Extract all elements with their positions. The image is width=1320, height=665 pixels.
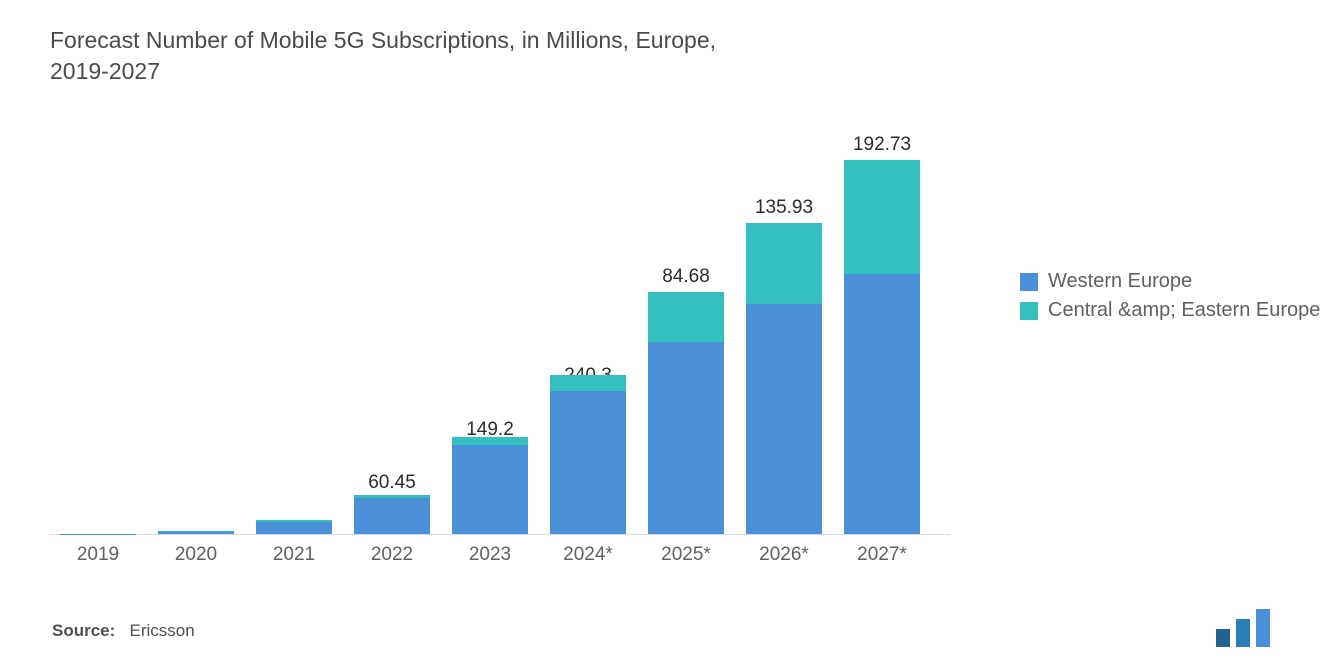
x-axis-label: 2020 bbox=[175, 544, 217, 566]
data-label: 192.73 bbox=[853, 134, 911, 156]
data-label: 84.68 bbox=[662, 266, 710, 288]
bar-group: 2020 bbox=[158, 531, 234, 534]
bar-group: 438.01192.732027* bbox=[844, 160, 920, 534]
bar-segment: 135.93 bbox=[746, 223, 822, 304]
chart-title: Forecast Number of Mobile 5G Subscriptio… bbox=[50, 25, 770, 87]
source-attribution: Source: Ericsson bbox=[52, 621, 195, 641]
x-axis-label: 2022 bbox=[371, 544, 413, 566]
source-text: Ericsson bbox=[130, 621, 195, 640]
logo-bar bbox=[1256, 609, 1270, 647]
bar-segment bbox=[452, 437, 528, 445]
legend: Western Europe Central &amp; Eastern Euro… bbox=[1020, 270, 1320, 328]
data-label: 60.45 bbox=[368, 472, 416, 494]
bar-group: 387.73135.932026* bbox=[746, 223, 822, 534]
logo-bar bbox=[1216, 629, 1230, 647]
legend-swatch bbox=[1020, 273, 1038, 291]
data-label: 135.93 bbox=[755, 197, 813, 219]
bar-segment: 84.68 bbox=[648, 292, 724, 342]
legend-item: Western Europe bbox=[1020, 270, 1320, 293]
logo-bar bbox=[1236, 619, 1250, 647]
x-axis-label: 2025* bbox=[661, 544, 711, 566]
x-axis-label: 2024* bbox=[563, 544, 613, 566]
legend-label: Western Europe bbox=[1048, 270, 1192, 293]
bar-segment: 192.73 bbox=[844, 160, 920, 274]
bar-group: 149.22023 bbox=[452, 437, 528, 534]
legend-swatch bbox=[1020, 302, 1038, 320]
x-axis-label: 2026* bbox=[759, 544, 809, 566]
bar-segment: 387.73 bbox=[746, 304, 822, 534]
bar-segment bbox=[158, 531, 234, 532]
x-axis-label: 2023 bbox=[469, 544, 511, 566]
brand-logo-icon bbox=[1216, 609, 1274, 647]
bar-segment bbox=[354, 495, 430, 499]
bar-segment: 323.53 bbox=[648, 342, 724, 534]
legend-label: Central &amp; Eastern Europe bbox=[1048, 299, 1320, 322]
bar-segment: 438.01 bbox=[844, 274, 920, 534]
x-axis-label: 2021 bbox=[273, 544, 315, 566]
bar-group: 240.32024* bbox=[550, 375, 626, 534]
bar-segment: 60.45 bbox=[354, 498, 430, 534]
source-label: Source: bbox=[52, 621, 115, 640]
plot-area: 20192020202160.452022149.22023240.32024*… bbox=[50, 155, 950, 535]
x-axis-label: 2019 bbox=[77, 544, 119, 566]
legend-item: Central &amp; Eastern Europe bbox=[1020, 299, 1320, 322]
bar-segment bbox=[550, 375, 626, 392]
chart-container: Forecast Number of Mobile 5G Subscriptio… bbox=[50, 25, 1320, 665]
bar-group: 2021 bbox=[256, 520, 332, 534]
bar-segment: 149.2 bbox=[452, 445, 528, 534]
bar-segment bbox=[256, 520, 332, 522]
bar-group: 323.5384.682025* bbox=[648, 292, 724, 534]
bar-segment bbox=[256, 522, 332, 534]
bar-segment: 240.3 bbox=[550, 391, 626, 534]
bar-segment bbox=[158, 532, 234, 534]
bar-group: 60.452022 bbox=[354, 495, 430, 534]
x-axis-label: 2027* bbox=[857, 544, 907, 566]
